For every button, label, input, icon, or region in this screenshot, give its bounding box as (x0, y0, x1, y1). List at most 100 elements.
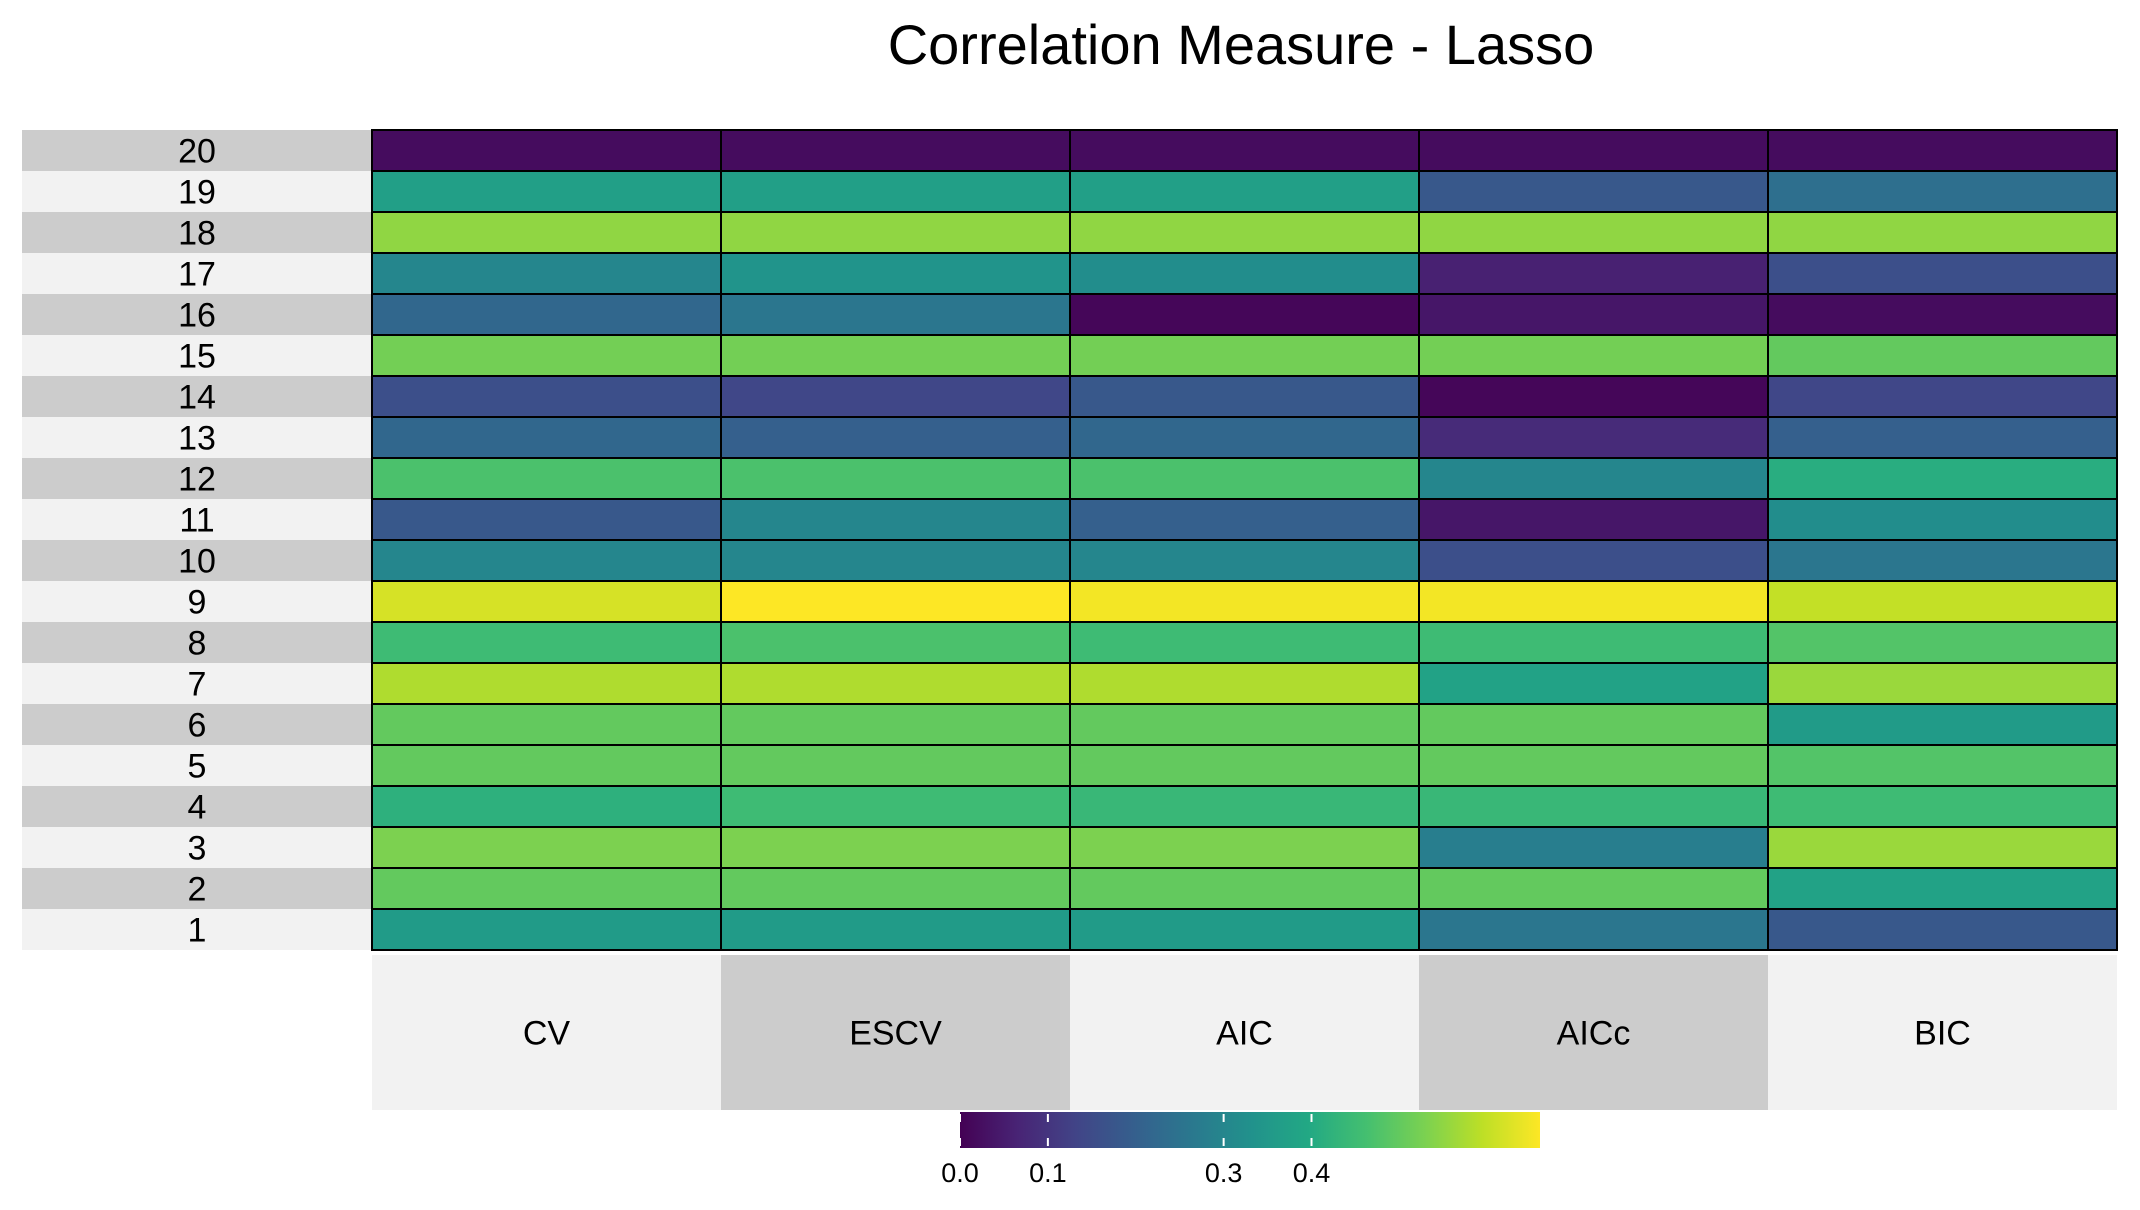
column-label-strips: CV ESCV AIC AICc BIC (372, 955, 2117, 1110)
row-label-4: 4 (188, 789, 207, 827)
row-strip-18 (22, 212, 372, 253)
heatmap-cell-r17-bic (1767, 252, 2118, 295)
row-label-10: 10 (178, 543, 216, 581)
heatmap-cell-r19-escv (720, 170, 1071, 213)
row-label-5: 5 (188, 748, 207, 786)
heatmap-cell-r7-escv (720, 662, 1071, 705)
row-strip-2 (22, 868, 372, 909)
row-strip-17 (22, 253, 372, 294)
heatmap-cell-r10-cv (371, 539, 722, 582)
heatmap-cell-r16-aic (1069, 293, 1420, 336)
heatmap-cell-r13-escv (720, 416, 1071, 459)
row-label-3: 3 (188, 830, 207, 868)
heatmap-cell-r2-aicc (1418, 867, 1769, 910)
heatmap-cell-r20-cv (371, 129, 722, 172)
heatmap-cell-r15-escv (720, 334, 1071, 377)
row-label-19: 19 (178, 174, 216, 212)
heatmap-cell-r2-escv (720, 867, 1071, 910)
heatmap-cell-r6-cv (371, 703, 722, 746)
column-strip-bic (1768, 955, 2117, 1110)
heatmap-cell-r11-escv (720, 498, 1071, 541)
heatmap-cell-r16-aicc (1418, 293, 1769, 336)
column-label-aicc: AICc (1557, 1015, 1631, 1053)
colorbar-tick-label: 0.1 (1029, 1158, 1067, 1188)
row-strip-4 (22, 786, 372, 827)
heatmap-cell-r18-aic (1069, 211, 1420, 254)
row-strip-5 (22, 745, 372, 786)
heatmap-cell-r5-cv (371, 744, 722, 787)
row-strip-7 (22, 663, 372, 704)
colorbar-tick-label: 0.0 (941, 1158, 979, 1188)
heatmap-cell-r11-bic (1767, 498, 2118, 541)
heatmap-cell-r4-bic (1767, 785, 2118, 828)
heatmap-cell-r3-escv (720, 826, 1071, 869)
row-strip-11 (22, 499, 372, 540)
heatmap-cell-r18-aicc (1418, 211, 1769, 254)
heatmap-cell-r2-cv (371, 867, 722, 910)
column-strip-aicc (1419, 955, 1768, 1110)
heatmap-cell-r4-escv (720, 785, 1071, 828)
heatmap-cell-r14-aic (1069, 375, 1420, 418)
colorbar-legend: 0.0 0.1 0.3 0.4 (941, 1112, 1540, 1188)
colorbar-tick-label: 0.3 (1205, 1158, 1243, 1188)
heatmap-cell-r17-aicc (1418, 252, 1769, 295)
heatmap-cell-r6-escv (720, 703, 1071, 746)
row-strip-15 (22, 335, 372, 376)
heatmap-cell-r20-aic (1069, 129, 1420, 172)
heatmap-cell-r15-aic (1069, 334, 1420, 377)
row-label-13: 13 (178, 420, 216, 458)
heatmap-cell-r16-escv (720, 293, 1071, 336)
chart-title: Correlation Measure - Lasso (888, 13, 1595, 76)
row-label-20: 20 (178, 133, 216, 171)
heatmap-cell-r6-bic (1767, 703, 2118, 746)
heatmap-cell-r15-cv (371, 334, 722, 377)
heatmap-cell-r15-bic (1767, 334, 2118, 377)
heatmap-cell-r9-bic (1767, 580, 2118, 623)
row-strip-8 (22, 622, 372, 663)
heatmap-cell-r11-cv (371, 498, 722, 541)
heatmap-cell-r10-bic (1767, 539, 2118, 582)
heatmap-cell-r3-cv (371, 826, 722, 869)
heatmap-cell-r19-aic (1069, 170, 1420, 213)
heatmap-cell-r9-cv (371, 580, 722, 623)
heatmap-cell-r14-aicc (1418, 375, 1769, 418)
heatmap-cell-r12-aic (1069, 457, 1420, 500)
heatmap-cell-r19-bic (1767, 170, 2118, 213)
heatmap-cell-r14-bic (1767, 375, 2118, 418)
row-label-2: 2 (188, 871, 207, 909)
heatmap-cell-r17-aic (1069, 252, 1420, 295)
heatmap-cell-r11-aicc (1418, 498, 1769, 541)
heatmap-cell-r5-aic (1069, 744, 1420, 787)
heatmap-cell-r13-bic (1767, 416, 2118, 459)
heatmap-cell-r4-cv (371, 785, 722, 828)
heatmap-cell-r13-cv (371, 416, 722, 459)
heatmap-cell-r17-escv (720, 252, 1071, 295)
heatmap-cell-r20-bic (1767, 129, 2118, 172)
row-label-14: 14 (178, 379, 216, 417)
heatmap-cell-r9-aic (1069, 580, 1420, 623)
row-label-1: 1 (188, 912, 207, 950)
heatmap-cell-r15-aicc (1418, 334, 1769, 377)
colorbar-tick-label: 0.4 (1293, 1158, 1331, 1188)
column-label-bic: BIC (1914, 1015, 1971, 1053)
heatmap-cell-r2-bic (1767, 867, 2118, 910)
heatmap-cell-r18-bic (1767, 211, 2118, 254)
heatmap-cell-r9-escv (720, 580, 1071, 623)
heatmap-cell-r7-aicc (1418, 662, 1769, 705)
row-strip-19 (22, 171, 372, 212)
row-label-9: 9 (188, 584, 207, 622)
row-strip-9 (22, 581, 372, 622)
heatmap-cell-r16-bic (1767, 293, 2118, 336)
column-strip-aic (1070, 955, 1419, 1110)
row-strip-1 (22, 909, 372, 950)
heatmap-cell-r1-aic (1069, 908, 1420, 951)
heatmap-cell-r12-bic (1767, 457, 2118, 500)
heatmap-cell-r20-escv (720, 129, 1071, 172)
row-strip-16 (22, 294, 372, 335)
heatmap-cell-r8-escv (720, 621, 1071, 664)
row-label-8: 8 (188, 625, 207, 663)
heatmap-cell-r14-cv (371, 375, 722, 418)
heatmap-cell-r5-escv (720, 744, 1071, 787)
row-strip-10 (22, 540, 372, 581)
